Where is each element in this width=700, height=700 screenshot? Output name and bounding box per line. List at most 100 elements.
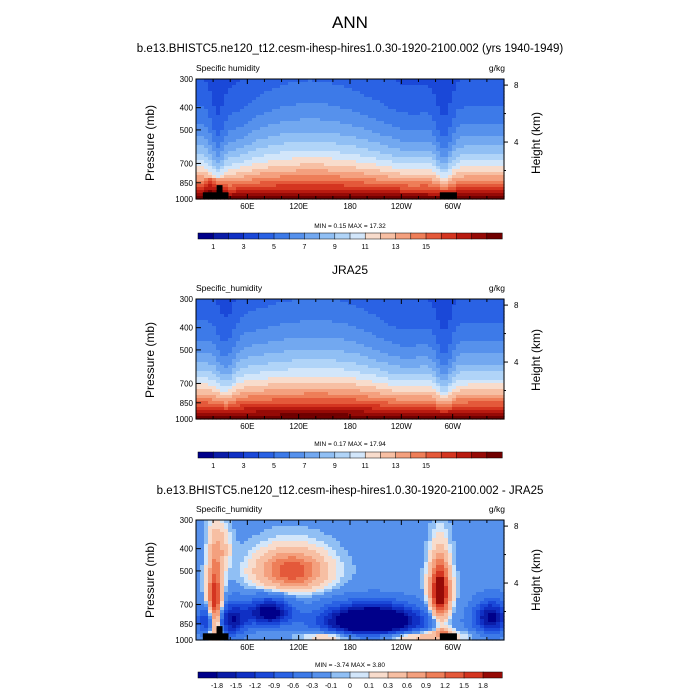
field-cell <box>436 314 441 318</box>
field-cell <box>208 359 213 363</box>
field-cell <box>240 109 245 113</box>
field-cell <box>328 91 333 95</box>
field-cell <box>368 130 373 134</box>
field-cell <box>440 103 445 107</box>
field-cell <box>244 196 249 200</box>
field-cell <box>496 356 501 360</box>
field-cell <box>240 157 245 161</box>
field-cell <box>352 154 357 158</box>
field-cell <box>240 115 245 119</box>
field-cell <box>208 166 213 170</box>
field-cell <box>420 181 425 185</box>
field-cell <box>372 190 377 194</box>
field-cell <box>396 172 401 176</box>
field-cell <box>484 196 489 200</box>
field-cell <box>308 100 313 104</box>
field-cell <box>372 365 377 369</box>
field-cell <box>304 82 309 86</box>
field-cell <box>320 172 325 176</box>
field-cell <box>204 302 209 306</box>
field-cell <box>420 299 425 303</box>
field-cell <box>352 353 357 357</box>
field-cell <box>456 139 461 143</box>
field-cell <box>408 305 413 309</box>
field-cell <box>244 151 249 155</box>
field-cell <box>492 157 497 161</box>
field-cell <box>284 368 289 372</box>
field-cell <box>252 175 257 179</box>
field-cell <box>220 317 225 321</box>
field-cell <box>308 323 313 327</box>
field-cell <box>236 347 241 351</box>
field-cell <box>292 163 297 167</box>
field-cell <box>324 154 329 158</box>
field-cell <box>368 157 373 161</box>
field-cell <box>472 305 477 309</box>
field-cell <box>452 323 457 327</box>
field-cell <box>344 100 349 104</box>
field-cell <box>496 94 501 98</box>
field-cell <box>372 344 377 348</box>
field-cell <box>452 88 457 92</box>
field-cell <box>416 190 421 194</box>
field-cell <box>232 85 237 89</box>
field-cell <box>432 362 437 366</box>
field-cell <box>456 326 461 330</box>
field-cell <box>208 172 213 176</box>
field-cell <box>352 299 357 303</box>
field-cell <box>204 142 209 146</box>
field-cell <box>456 121 461 125</box>
field-cell <box>464 178 469 182</box>
field-cell <box>404 193 409 197</box>
field-cell <box>272 88 277 92</box>
field-cell <box>216 323 221 327</box>
field-cell <box>316 157 321 161</box>
field-cell <box>468 311 473 315</box>
field-cell <box>496 184 501 188</box>
field-cell <box>348 305 353 309</box>
field-cell <box>248 166 253 170</box>
field-cell <box>216 299 221 303</box>
field-cell <box>492 338 497 342</box>
field-cell <box>460 190 465 194</box>
field-cell <box>408 362 413 366</box>
field-cell <box>392 106 397 110</box>
field-cell <box>320 109 325 113</box>
field-cell <box>288 166 293 170</box>
field-cell <box>304 175 309 179</box>
field-cell <box>268 190 273 194</box>
field-cell <box>316 145 321 149</box>
field-cell <box>492 181 497 185</box>
field-cell <box>300 106 305 110</box>
field-cell <box>316 130 321 134</box>
field-cell <box>332 175 337 179</box>
field-cell <box>388 130 393 134</box>
field-cell <box>376 148 381 152</box>
field-cell <box>292 341 297 345</box>
field-cell <box>360 356 365 360</box>
field-cell <box>432 151 437 155</box>
field-cell <box>228 344 233 348</box>
field-cell <box>360 323 365 327</box>
field-cell <box>340 178 345 182</box>
field-cell <box>224 142 229 146</box>
field-cell <box>300 308 305 312</box>
field-cell <box>328 350 333 354</box>
field-cell <box>300 91 305 95</box>
field-cell <box>328 148 333 152</box>
field-cell <box>208 115 213 119</box>
field-cell <box>332 356 337 360</box>
field-cell <box>436 323 441 327</box>
field-cell <box>348 112 353 116</box>
field-cell <box>356 124 361 128</box>
field-cell <box>220 362 225 366</box>
field-cell <box>468 317 473 321</box>
field-cell <box>444 359 449 363</box>
field-cell <box>400 338 405 342</box>
field-cell <box>400 163 405 167</box>
field-cell <box>460 365 465 369</box>
field-cell <box>324 88 329 92</box>
field-cell <box>388 362 393 366</box>
field-cell <box>436 365 441 369</box>
field-cell <box>256 88 261 92</box>
